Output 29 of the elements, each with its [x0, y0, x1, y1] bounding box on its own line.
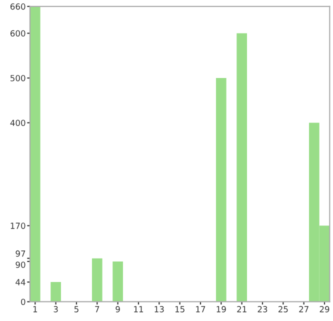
x-tick-label: 23 — [258, 306, 268, 312]
y-tick-label: 500 — [10, 74, 26, 82]
x-tick-label: 19 — [216, 306, 226, 312]
x-tick-label: 3 — [54, 306, 58, 312]
y-tick-label: 600 — [10, 30, 26, 37]
x-tick-label: 11 — [134, 306, 144, 312]
bar — [216, 78, 226, 302]
x-tick-label: 17 — [196, 306, 206, 312]
x-tick-label: 1 — [33, 306, 38, 312]
bar — [92, 258, 102, 302]
y-tick-label: 170 — [10, 222, 26, 229]
x-tick-label: 5 — [74, 306, 78, 312]
y-tick-label: 44 — [16, 279, 26, 286]
x-tick-label: 7 — [95, 306, 100, 312]
y-tick-label: 400 — [10, 120, 26, 126]
x-tick-label: 25 — [278, 306, 288, 312]
x-tick-label: 29 — [320, 306, 330, 312]
x-tick-label: 15 — [175, 306, 184, 312]
bar — [236, 33, 247, 302]
x-tick-label: 9 — [116, 306, 120, 312]
y-tick-label: 660 — [10, 3, 26, 10]
x-tick-label: 21 — [237, 306, 246, 312]
bar — [50, 282, 61, 302]
y-tick-label: 97 — [16, 250, 26, 257]
bar — [112, 261, 123, 302]
y-tick-label: 0 — [21, 298, 26, 306]
y-tick-label: 90 — [16, 262, 26, 268]
x-tick-label: 27 — [299, 306, 308, 312]
x-tick-label: 13 — [154, 306, 164, 312]
